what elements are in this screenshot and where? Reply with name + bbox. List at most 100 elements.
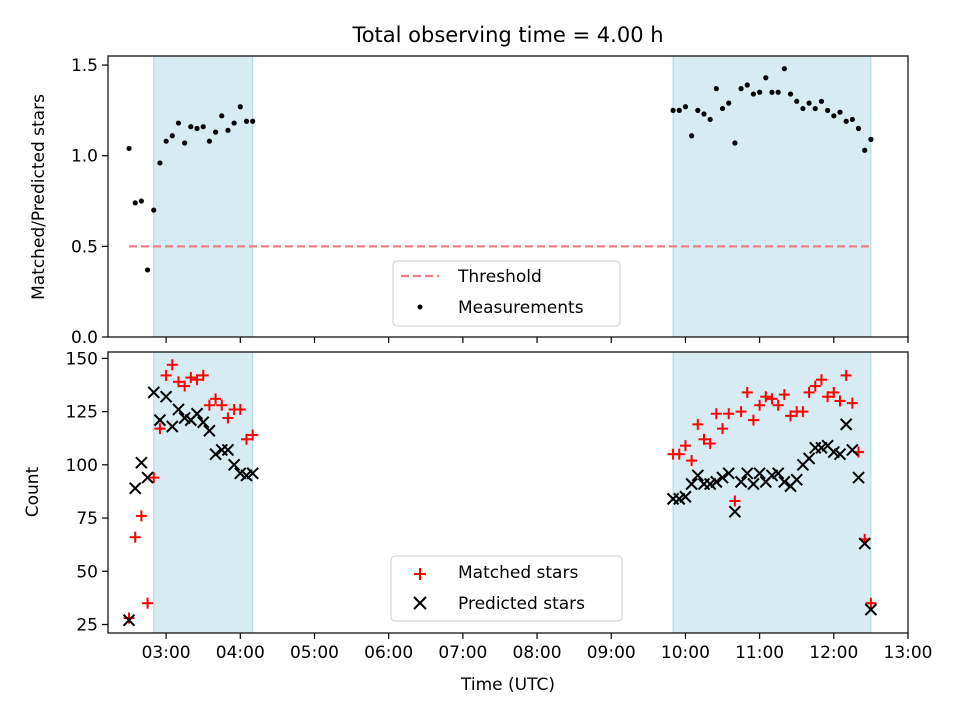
measurement-point: [732, 140, 738, 146]
matched-star-point: [240, 433, 252, 445]
measurement-point: [132, 200, 138, 206]
x-tick-label: 10:00: [661, 643, 710, 663]
predicted-star-point: [135, 456, 148, 469]
matched-star-point: [216, 399, 228, 411]
predicted-star-point: [864, 603, 878, 616]
top-y-ticks: 0.0 0.5 1.0 1.5: [71, 56, 108, 348]
x-tick-label: 12:00: [809, 643, 858, 663]
x-tick-label: 09:00: [587, 643, 636, 663]
matched-star-point: [160, 369, 172, 381]
y-tick-label: 75: [76, 509, 98, 529]
x-tick-label: 04:00: [216, 643, 265, 663]
predicted-star-point: [190, 407, 204, 420]
predicted-star-point: [747, 477, 760, 491]
predicted-star-point: [153, 413, 167, 427]
matched-star-point: [754, 399, 766, 411]
measurement-point: [800, 105, 806, 112]
predicted-star-point: [728, 505, 742, 518]
measurement-point: [250, 118, 256, 124]
matched-star-point: [222, 412, 234, 424]
measurement-point: [206, 138, 212, 144]
measurement-point: [243, 118, 250, 124]
predicted-star-point: [833, 447, 847, 461]
legend-matched-label: Matched stars: [458, 563, 578, 583]
matched-star-point: [815, 374, 827, 386]
matched-star-point: [723, 408, 735, 420]
y-tick-label: 125: [66, 403, 98, 423]
measurement-point: [769, 89, 775, 95]
measurement-point: [855, 125, 862, 132]
measurement-point: [812, 105, 818, 112]
measurement-point: [237, 104, 243, 110]
predicted-star-point: [722, 467, 735, 480]
chart-title: Total observing time = 4.00 h: [351, 23, 663, 47]
y-tick-label: 150: [66, 349, 98, 369]
measurement-point: [719, 105, 726, 112]
y-tick-label: 50: [76, 562, 98, 582]
matched-star-point: [203, 399, 215, 411]
top-y-axis-label: Matched/Predicted stars: [29, 94, 49, 300]
matched-star-point: [778, 389, 790, 401]
y-tick-label: 100: [66, 456, 98, 476]
measurement-point: [182, 140, 188, 146]
top-panel: 0.0 0.5 1.0 1.5 Matched/Predicted stars Thr…: [29, 55, 909, 348]
matched-star-point: [247, 429, 259, 441]
legend-threshold-label: Threshold: [457, 267, 542, 287]
bottom-shaded-intervals: [153, 351, 872, 634]
measurement-point: [169, 133, 175, 139]
bottom-panel: 25 50 75 100 125 150 03:00 04:00 05:00 06:00 07:0…: [23, 349, 933, 695]
matched-star-point: [679, 440, 691, 452]
x-tick-label: 07:00: [438, 643, 487, 663]
shaded-interval: [153, 351, 254, 634]
measurement-point: [126, 145, 132, 152]
matched-star-point: [148, 472, 160, 484]
matched-star-point: [785, 410, 797, 422]
measurement-point: [806, 100, 812, 106]
measurement-point: [138, 198, 144, 204]
predicted-star-point: [790, 473, 803, 486]
measurement-point: [738, 86, 744, 92]
measurement-point: [695, 107, 701, 113]
matched-star-point: [766, 393, 778, 405]
measurement-point: [219, 113, 225, 119]
predicted-star-point: [147, 386, 160, 399]
matched-star-point: [840, 369, 852, 381]
measurement-point: [794, 98, 800, 104]
y-tick-label: 1.5: [71, 56, 98, 76]
predicted-star-point: [203, 424, 216, 437]
predicted-stars-points: [122, 386, 878, 627]
matched-star-point: [729, 495, 741, 507]
measurement-point: [144, 267, 151, 273]
x-tick-label: 06:00: [364, 643, 413, 663]
predicted-star-point: [691, 469, 705, 482]
y-tick-label: 25: [76, 615, 98, 635]
shaded-interval: [153, 55, 254, 338]
matched-star-point: [803, 386, 815, 398]
predicted-star-point: [221, 443, 235, 457]
predicted-star-point: [839, 418, 853, 431]
measurement-point: [713, 86, 719, 92]
legend-measurements-swatch: [417, 304, 423, 310]
measurement-point: [163, 138, 169, 144]
predicted-star-point: [753, 467, 766, 480]
matched-star-point: [846, 397, 858, 409]
measurement-point: [750, 91, 757, 97]
top-legend: Threshold Measurements: [392, 260, 621, 327]
measurement-point: [151, 207, 157, 213]
measurement-point: [701, 111, 707, 117]
matched-star-point: [772, 399, 784, 411]
matched-star-point: [865, 597, 877, 609]
predicted-star-point: [166, 420, 179, 433]
measurement-point: [212, 129, 219, 135]
matched-star-point: [741, 386, 753, 398]
matched-star-point: [735, 406, 747, 418]
measurement-point: [670, 107, 676, 113]
measurement-point: [775, 89, 781, 95]
bottom-legend: Matched stars Predicted stars: [390, 555, 623, 622]
legend-predicted-swatch: [413, 596, 427, 610]
matched-star-point: [717, 423, 729, 435]
legend-matched-swatch: [414, 568, 426, 580]
predicted-star-point: [710, 475, 723, 489]
measurement-point: [843, 118, 849, 124]
